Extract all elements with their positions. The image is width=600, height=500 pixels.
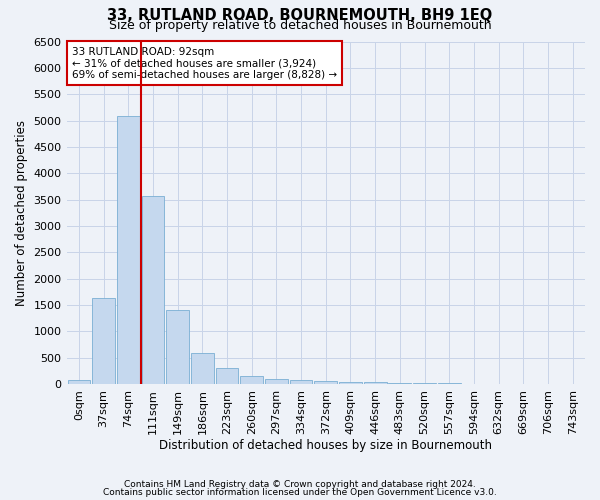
Text: Size of property relative to detached houses in Bournemouth: Size of property relative to detached ho…	[109, 18, 491, 32]
Bar	[314, 381, 337, 384]
Bar	[215, 368, 238, 384]
X-axis label: Distribution of detached houses by size in Bournemouth: Distribution of detached houses by size …	[159, 440, 492, 452]
Bar	[241, 376, 263, 384]
Bar	[68, 380, 90, 384]
Text: 33, RUTLAND ROAD, BOURNEMOUTH, BH9 1EQ: 33, RUTLAND ROAD, BOURNEMOUTH, BH9 1EQ	[107, 8, 493, 22]
Bar	[388, 383, 411, 384]
Bar	[364, 382, 386, 384]
Bar	[413, 383, 436, 384]
Bar	[339, 382, 362, 384]
Bar	[265, 379, 288, 384]
Text: Contains HM Land Registry data © Crown copyright and database right 2024.: Contains HM Land Registry data © Crown c…	[124, 480, 476, 489]
Bar	[290, 380, 313, 384]
Text: Contains public sector information licensed under the Open Government Licence v3: Contains public sector information licen…	[103, 488, 497, 497]
Bar	[92, 298, 115, 384]
Text: 33 RUTLAND ROAD: 92sqm
← 31% of detached houses are smaller (3,924)
69% of semi-: 33 RUTLAND ROAD: 92sqm ← 31% of detached…	[72, 46, 337, 80]
Bar	[191, 354, 214, 384]
Y-axis label: Number of detached properties: Number of detached properties	[15, 120, 28, 306]
Bar	[166, 310, 189, 384]
Bar	[117, 116, 140, 384]
Bar	[142, 196, 164, 384]
